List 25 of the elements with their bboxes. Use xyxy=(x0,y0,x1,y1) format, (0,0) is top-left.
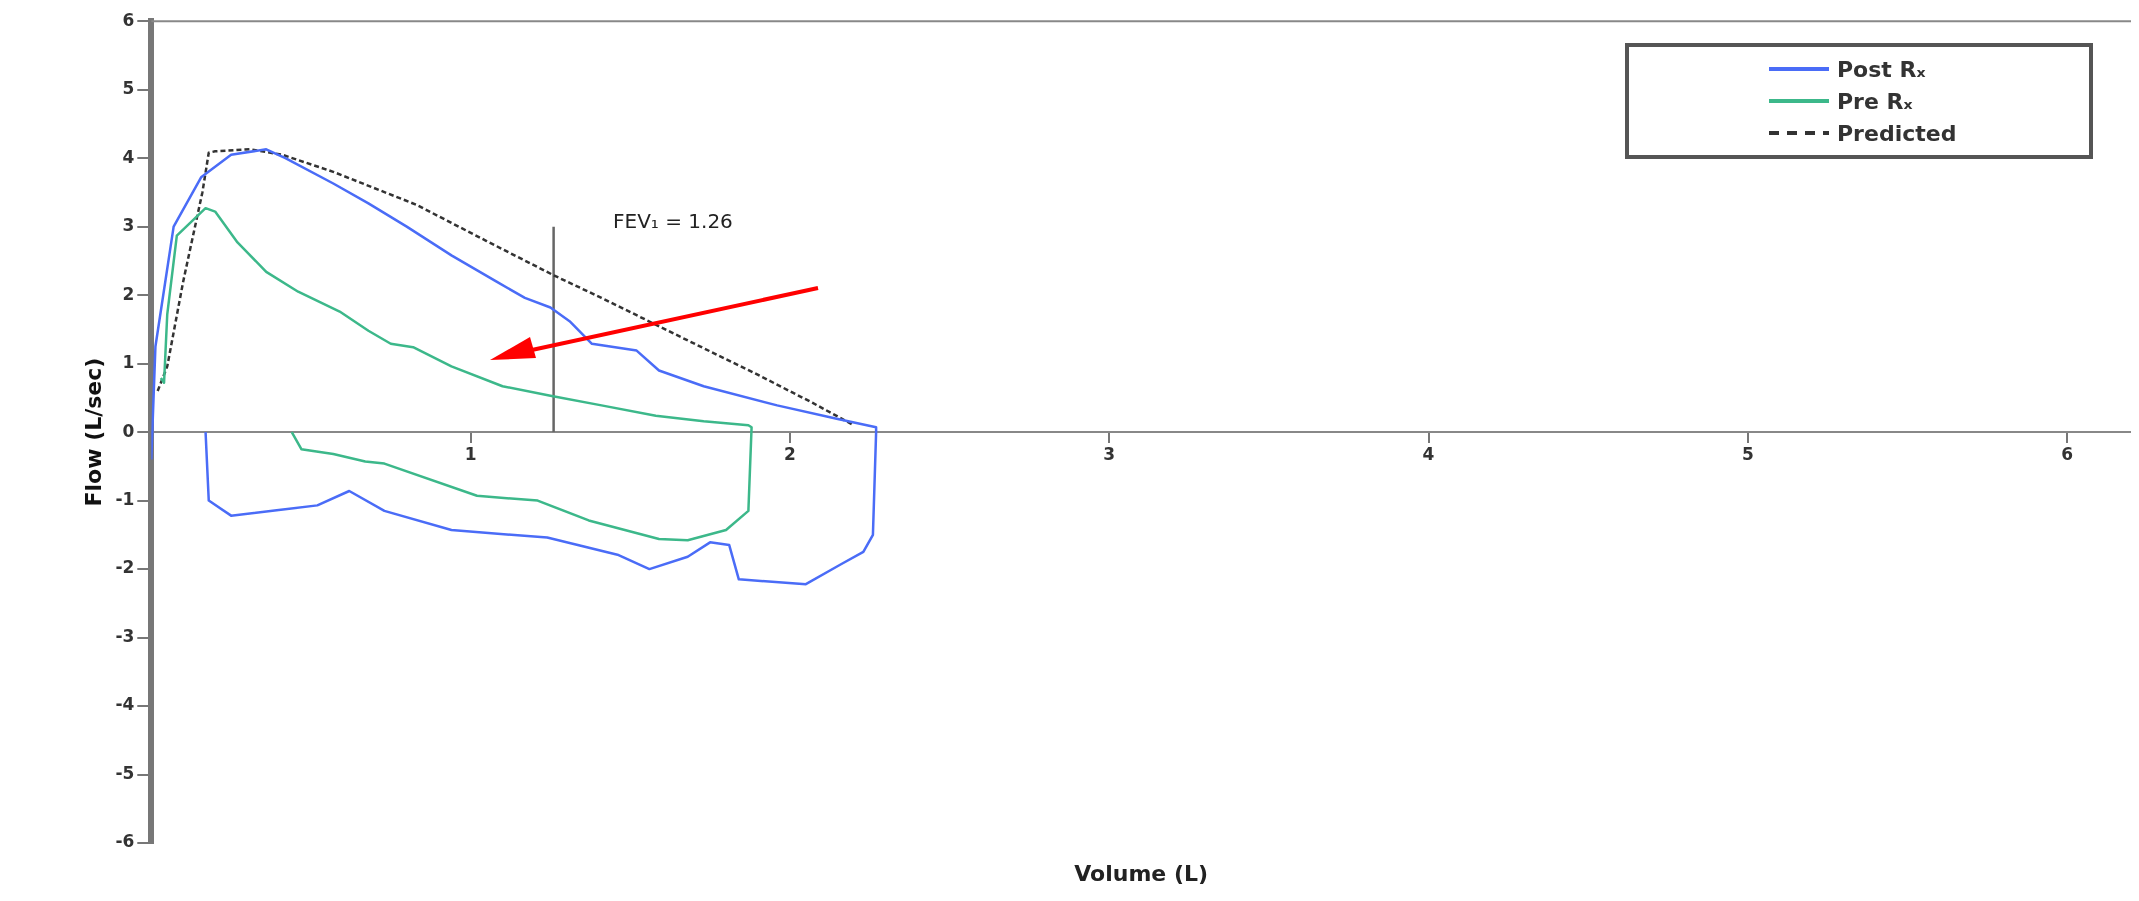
y-tick-label: 1 xyxy=(122,352,135,373)
legend-label: Pre Rₓ xyxy=(1837,88,1913,114)
y-tick-label: 0 xyxy=(122,420,135,441)
y-tick-label: -6 xyxy=(115,831,135,852)
y-axis-title: Flow (L/sec) xyxy=(80,357,106,507)
x-axis-title: Volume (L) xyxy=(1074,861,1209,886)
x-tick-label: 3 xyxy=(1103,443,1116,464)
y-tick-label: -4 xyxy=(115,694,135,715)
y-tick-label: 5 xyxy=(122,78,135,99)
y-tick-label: 3 xyxy=(122,215,135,236)
y-tick-label: 6 xyxy=(122,9,135,30)
annotation: FEV₁ = 1.26 xyxy=(613,209,733,233)
x-tick-label: 2 xyxy=(783,443,796,464)
y-tick-label: -2 xyxy=(115,557,135,578)
y-tick-label: -1 xyxy=(115,489,135,510)
y-tick-label: -3 xyxy=(115,625,135,646)
x-tick-label: 1 xyxy=(464,443,477,464)
y-tick-label: -5 xyxy=(115,762,135,783)
legend-label: Post Rₓ xyxy=(1837,56,1926,82)
y-tick-label: 2 xyxy=(122,283,135,304)
legend-label: Predicted xyxy=(1837,120,1957,146)
x-tick-label: 6 xyxy=(2061,443,2074,464)
y-tick-label: 4 xyxy=(122,146,135,167)
x-tick-label: 4 xyxy=(1422,443,1435,464)
x-tick-label: 5 xyxy=(1741,443,1754,464)
